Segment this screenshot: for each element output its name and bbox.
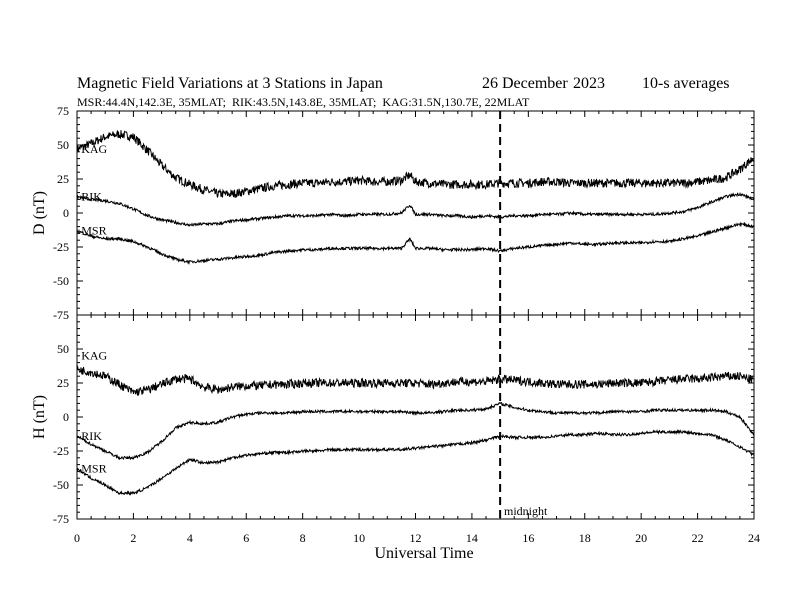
y-tick-label: -75	[53, 308, 69, 322]
series-line-msr	[76, 221, 755, 266]
y-tick-label: -25	[53, 240, 69, 254]
y-tick-label: 25	[57, 172, 69, 186]
y-tick-label: -25	[53, 444, 69, 458]
stations-info: MSR:44.4N,142.3E, 35MLAT; RIK:43.5N,143.…	[77, 95, 530, 109]
series-line-rik	[76, 401, 755, 461]
series-label-rik: RIK	[81, 190, 102, 204]
chart-averaging: 10-s averages	[642, 75, 730, 92]
x-tick-label: 24	[748, 531, 760, 545]
y-tick-label: -50	[53, 478, 69, 492]
y-tick-label: -50	[53, 274, 69, 288]
y-tick-label: 0	[63, 206, 69, 220]
y-tick-label: 50	[57, 342, 69, 356]
series-label-msr: MSR	[81, 462, 106, 476]
y-tick-label: 75	[57, 104, 69, 118]
x-axis-label: Universal Time	[374, 545, 473, 562]
x-tick-label: 20	[635, 531, 647, 545]
x-tick-label: 4	[187, 531, 193, 545]
x-tick-label: 18	[579, 531, 591, 545]
x-tick-label: 8	[300, 531, 306, 545]
chart-year: 2023	[573, 75, 605, 92]
x-tick-label: 12	[410, 531, 422, 545]
series-line-rik	[76, 191, 755, 227]
series-line-msr	[76, 428, 755, 496]
x-tick-label: 6	[243, 531, 249, 545]
series-label-rik: RIK	[81, 429, 102, 443]
y-axis-label-d: D (nT)	[31, 191, 48, 235]
x-tick-label: 2	[130, 531, 136, 545]
y-axis-label-h: H (nT)	[31, 395, 48, 439]
series-label-kag: KAG	[81, 142, 107, 156]
midnight-label: midnight	[504, 504, 548, 518]
panel-d-frame	[76, 110, 755, 316]
series-line-kag	[76, 365, 755, 396]
chart-date: 26 December	[482, 75, 568, 92]
x-tick-label: 0	[74, 531, 80, 545]
y-tick-label: -75	[53, 512, 69, 526]
y-tick-label: 25	[57, 376, 69, 390]
panel-h-frame	[76, 314, 755, 520]
x-tick-label: 10	[353, 531, 365, 545]
series-line-kag	[76, 129, 755, 198]
x-tick-label: 22	[692, 531, 704, 545]
y-tick-label: 50	[57, 138, 69, 152]
chart-title: Magnetic Field Variations at 3 Stations …	[77, 75, 383, 92]
x-tick-label: 16	[522, 531, 534, 545]
series-label-kag: KAG	[81, 348, 107, 362]
y-tick-label: 0	[63, 410, 69, 424]
series-label-msr: MSR	[81, 224, 106, 238]
x-tick-label: 14	[466, 531, 478, 545]
